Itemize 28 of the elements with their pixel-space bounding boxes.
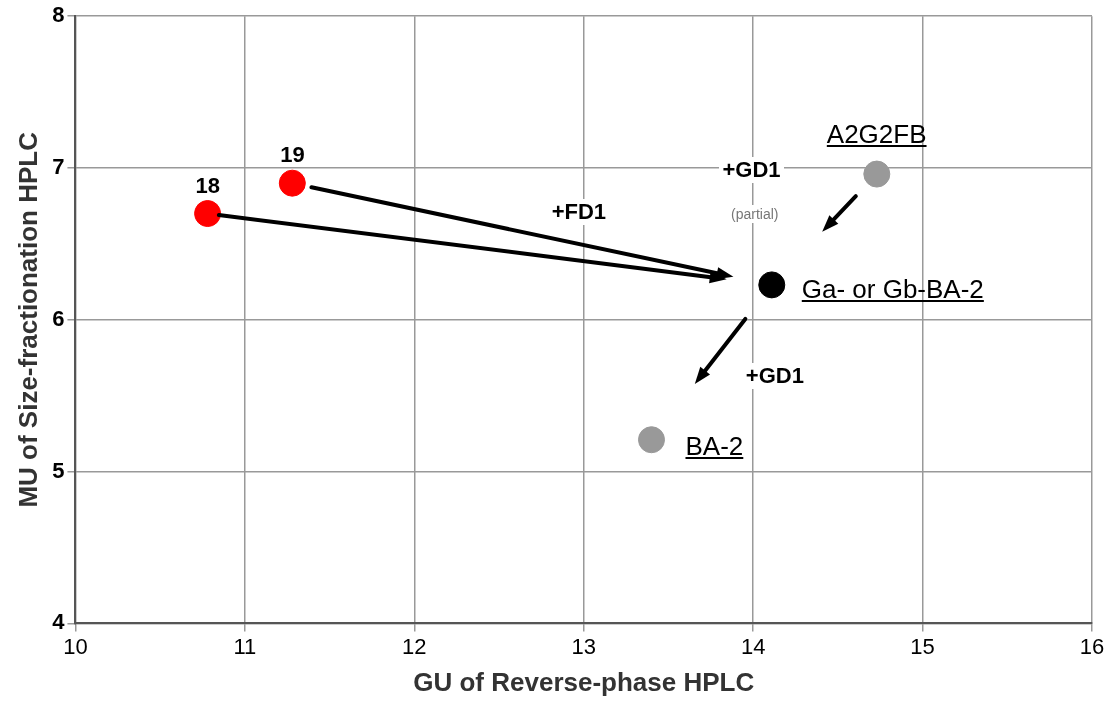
y-tick-label: 7	[52, 154, 65, 180]
y-tick-label: 5	[52, 457, 65, 483]
x-tick-label: 14	[740, 633, 766, 659]
series-label: A2G2FB	[826, 119, 927, 150]
point	[637, 426, 665, 454]
point	[758, 271, 786, 299]
annotation: +GD1	[742, 362, 807, 389]
x-tick-label: 10	[63, 633, 88, 659]
x-tick-label: 15	[910, 633, 935, 659]
series-label: BA-2	[685, 430, 744, 461]
point	[194, 200, 222, 228]
x-tick-label: 16	[1079, 633, 1105, 659]
series-label: Ga- or Gb-BA-2	[801, 273, 984, 304]
series-label: 18	[195, 172, 221, 198]
x-axis-title: GU of Reverse-phase HPLC	[413, 666, 755, 697]
annotation: +GD1	[719, 156, 784, 183]
annotation: +FD1	[548, 199, 610, 226]
y-tick-label: 4	[52, 609, 66, 635]
y-tick-label: 6	[52, 305, 65, 331]
y-axis-title: MU of Size-fractionation HPLC	[12, 131, 43, 508]
point	[863, 160, 891, 188]
x-tick-label: 12	[402, 633, 427, 659]
annotation: (partial)	[728, 204, 782, 223]
x-tick-label: 13	[571, 633, 596, 659]
series-label: 19	[280, 142, 305, 168]
point	[278, 169, 306, 197]
x-tick-label: 11	[233, 633, 257, 659]
y-tick-label: 8	[52, 2, 65, 28]
